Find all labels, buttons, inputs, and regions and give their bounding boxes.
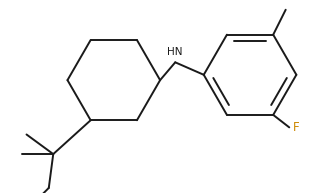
Text: HN: HN bbox=[166, 47, 182, 57]
Text: F: F bbox=[293, 121, 299, 134]
